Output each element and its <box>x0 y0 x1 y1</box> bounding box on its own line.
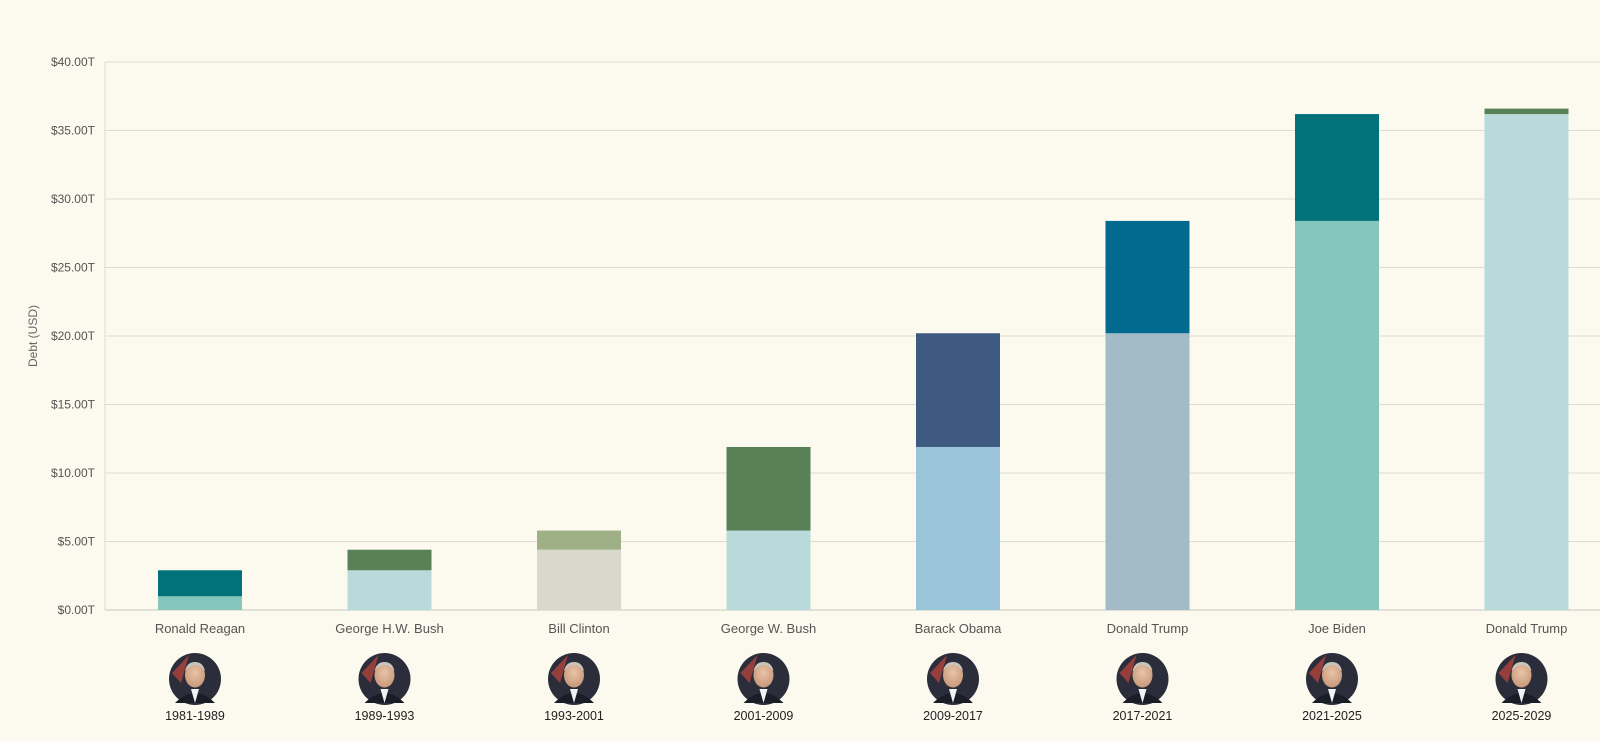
president-portrait-icon <box>358 653 411 705</box>
x-tick-label: Bill Clinton <box>548 621 609 636</box>
y-tick-label: $30.00T <box>51 192 96 206</box>
y-tick-label: $10.00T <box>51 466 96 480</box>
y-tick-label: $25.00T <box>51 261 96 275</box>
bar-debt-added[interactable] <box>1295 114 1379 221</box>
bar-start-debt[interactable] <box>916 446 1000 610</box>
bar-debt-added[interactable] <box>158 570 242 597</box>
bar-start-debt[interactable] <box>537 549 621 610</box>
term-label: 2017-2021 <box>1113 709 1173 723</box>
president-portrait-icon <box>1306 653 1358 705</box>
bar-start-debt[interactable] <box>1295 220 1379 611</box>
bar-debt-added[interactable] <box>1484 108 1569 115</box>
bar-debt-added[interactable] <box>726 446 811 531</box>
bar-debt-added[interactable] <box>1105 220 1190 334</box>
term-label: 2009-2017 <box>923 709 983 723</box>
president-portrait-icon <box>548 653 600 705</box>
x-tick-label: Joe Biden <box>1308 621 1366 636</box>
term-label: 2021-2025 <box>1302 709 1362 723</box>
x-tick-label: George W. Bush <box>721 621 816 636</box>
president-portrait-icon <box>1495 653 1548 705</box>
bar-debt-added[interactable] <box>916 333 1000 447</box>
term-label: 1981-1989 <box>165 709 225 723</box>
y-tick-label: $20.00T <box>51 329 96 343</box>
term-label: 1989-1993 <box>355 709 415 723</box>
x-tick-label: Barack Obama <box>915 621 1002 636</box>
term-label: 2001-2009 <box>734 709 794 723</box>
president-portrait-icon <box>927 653 979 705</box>
x-tick-label: Donald Trump <box>1107 621 1189 636</box>
term-label: 1993-2001 <box>544 709 604 723</box>
x-tick-label: Donald Trump <box>1486 621 1568 636</box>
bar-start-debt[interactable] <box>1484 114 1569 610</box>
bar-start-debt[interactable] <box>347 570 432 610</box>
y-axis-title: Debt (USD) <box>26 305 40 367</box>
y-tick-label: $0.00T <box>58 603 96 617</box>
president-portrait-icon <box>1116 653 1169 705</box>
president-portrait-icon <box>169 653 221 705</box>
y-tick-label: $5.00T <box>58 535 96 549</box>
bar-start-debt[interactable] <box>158 596 242 610</box>
bar-start-debt[interactable] <box>1105 333 1190 610</box>
y-tick-label: $35.00T <box>51 124 96 138</box>
x-tick-label: George H.W. Bush <box>335 621 443 636</box>
bar-start-debt[interactable] <box>726 530 811 610</box>
term-label: 2025-2029 <box>1492 709 1552 723</box>
x-axis: Ronald Reagan 1981-1989 George H.W. Bush 19… <box>155 621 1568 723</box>
president-portrait-icon <box>737 653 790 705</box>
bar-debt-added[interactable] <box>347 549 432 571</box>
bar-debt-added[interactable] <box>537 530 621 550</box>
bars <box>158 108 1569 611</box>
x-tick-label: Ronald Reagan <box>155 621 245 636</box>
y-tick-label: $15.00T <box>51 398 96 412</box>
grid-lines <box>105 61 1600 611</box>
y-tick-label: $40.00T <box>51 55 96 69</box>
y-axis: $0.00T $5.00T $10.00T $15.00T $20.00T $25.00T… <box>51 55 106 617</box>
